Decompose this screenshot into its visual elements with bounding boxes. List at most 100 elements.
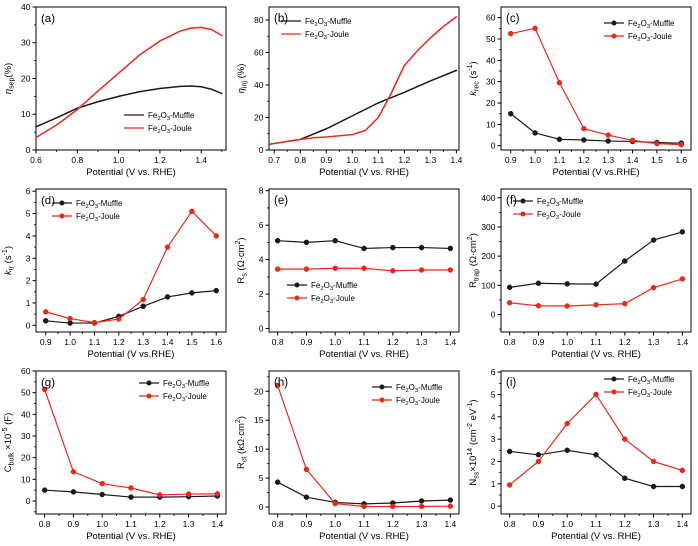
y-tick-label: 2 — [26, 276, 31, 286]
data-point-muffle — [536, 280, 542, 287]
plot-frame — [500, 188, 692, 333]
x-tick-label: 1.4 — [444, 337, 456, 347]
x-tick-label: 1.0 — [562, 337, 574, 347]
x-tick-label: 1.1 — [554, 155, 566, 165]
y-tick-label: 3 — [26, 253, 31, 263]
panel-label: (f) — [506, 195, 517, 207]
y-tick-label: 100 — [482, 280, 496, 290]
legend-swatch-marker — [611, 376, 617, 382]
legend-label: Fe2O3-Muffle — [628, 375, 675, 386]
legend-label: Fe2O3-Muffle — [396, 383, 443, 394]
data-point-joule — [274, 382, 281, 389]
data-point-joule — [116, 316, 122, 322]
legend-label: Fe2O3-Muffle — [163, 379, 210, 390]
data-point-joule — [214, 491, 221, 497]
x-tick-label: 1.3 — [648, 519, 660, 529]
legend: Fe2O3-Muffle Fe2O3-Joule — [280, 17, 352, 41]
y-tick-label: 6 — [258, 220, 263, 230]
x-tick-label: 0.9 — [320, 155, 332, 165]
x-tick-label: 1.0 — [346, 155, 358, 165]
chart-e: 0.8 0.9 1.0 1.1 1.2 1.3 1.4 0 2 4 6 8 Potential (V v… — [235, 186, 460, 360]
panel-i: 0.8 0.9 1.0 1.1 1.2 1.3 1.4 0 1 2 3 4 5 6 Potential (V… — [465, 364, 698, 546]
x-tick-label: 1.3 — [424, 155, 436, 165]
x-tick-label: 1.4 — [677, 519, 689, 529]
panel-e: 0.8 0.9 1.0 1.1 1.2 1.3 1.4 0 2 4 6 8 Potential (V v… — [233, 182, 466, 364]
data-point-muffle — [447, 245, 453, 252]
legend-label: Fe2O3-Muffle — [76, 199, 123, 210]
data-point-muffle — [557, 136, 563, 143]
x-tick-label: 0.8 — [71, 155, 83, 165]
y-axis-label: Rs (Ω·cm2) — [235, 237, 248, 283]
x-tick-label: 1.3 — [183, 519, 195, 529]
data-point-muffle — [70, 489, 77, 495]
y-tick-label: 5 — [491, 389, 496, 399]
x-tick-label: 1.0 — [113, 155, 125, 165]
x-tick-label: 1.2 — [619, 337, 631, 347]
x-tick-label: 0.8 — [504, 519, 516, 529]
y-tick-label: 8 — [258, 186, 263, 196]
y-tick-label: 50 — [486, 34, 496, 44]
y-tick-label: 0 — [491, 501, 496, 511]
y-tick-label: 10 — [21, 109, 31, 119]
panel-label: (e) — [274, 195, 288, 207]
y-tick-label: 1 — [491, 479, 496, 489]
data-point-muffle — [651, 237, 657, 243]
data-point-muffle — [593, 281, 600, 287]
data-point-muffle — [303, 239, 309, 246]
data-point-joule — [389, 503, 396, 510]
y-tick-label: 5 — [258, 473, 263, 483]
legend: Fe2O3-Muffle Fe2O3-Joule — [604, 19, 675, 43]
data-point-joule — [593, 391, 600, 398]
series-line-joule — [44, 388, 218, 496]
data-point-muffle — [605, 138, 612, 144]
data-point-joule — [128, 485, 134, 491]
data-point-muffle — [564, 447, 571, 454]
x-tick-label: 1.0 — [329, 519, 341, 529]
data-point-joule — [654, 140, 660, 147]
y-tick-label: 20 — [21, 74, 31, 84]
data-point-joule — [564, 303, 571, 309]
data-point-joule — [42, 309, 49, 315]
panel-a: 0.6 0.8 1.0 1.2 1.4 0 10 20 30 40 Potential (V vs.… — [0, 0, 233, 182]
x-tick-label: 1.2 — [154, 519, 166, 529]
y-tick-label: 30 — [486, 77, 496, 87]
series-line-muffle — [35, 85, 223, 128]
data-point-joule — [164, 244, 171, 250]
chart-f: 0.8 0.9 1.0 1.1 1.2 1.3 1.4 0 100 200 300 400 Potent… — [468, 188, 692, 360]
x-tick-label: 1.3 — [415, 337, 427, 347]
panel-d: 0.9 1.0 1.1 1.2 1.3 1.4 1.5 1.6 0 1 2 3 4 5 6 Potential… — [0, 182, 233, 364]
y-tick-label: 2 — [258, 289, 263, 299]
x-tick-label: 1.6 — [210, 337, 222, 347]
series-line-muffle — [509, 231, 684, 288]
data-point-muffle — [164, 294, 171, 300]
data-point-joule — [581, 125, 587, 132]
x-axis-label: Potential (V vs. RHE) — [551, 531, 641, 542]
legend-swatch-marker — [59, 200, 65, 206]
y-tick-label: 20 — [486, 98, 496, 108]
data-point-joule — [536, 458, 542, 465]
data-point-joule — [303, 266, 309, 272]
y-tick-label: 0 — [491, 141, 496, 151]
legend-swatch-marker — [611, 33, 617, 39]
legend-swatch-marker — [379, 397, 385, 403]
data-point-joule — [651, 284, 657, 291]
legend-label: Fe2O3-Joule — [148, 124, 192, 135]
data-point-joule — [508, 30, 514, 37]
data-point-joule — [332, 265, 338, 271]
y-axis-label: Rct (kΩ·cm2) — [235, 416, 248, 469]
data-point-muffle — [622, 475, 628, 481]
x-tick-label: 1.0 — [64, 337, 76, 347]
data-point-muffle — [536, 452, 542, 458]
legend: Fe2O3-Muffle Fe2O3-Joule — [604, 375, 675, 399]
x-tick-label: 1.0 — [96, 519, 108, 529]
data-point-muffle — [508, 110, 514, 117]
series-line-joule — [509, 393, 684, 486]
data-point-muffle — [581, 137, 587, 143]
data-point-joule — [332, 500, 338, 507]
y-tick-label: 20 — [254, 386, 264, 396]
y-tick-label: 40 — [21, 2, 31, 12]
y-tick-label: 10 — [486, 119, 496, 129]
x-tick-label: 1.1 — [358, 519, 370, 529]
y-tick-label: 0 — [491, 309, 496, 319]
panel-label: (d) — [41, 195, 55, 207]
